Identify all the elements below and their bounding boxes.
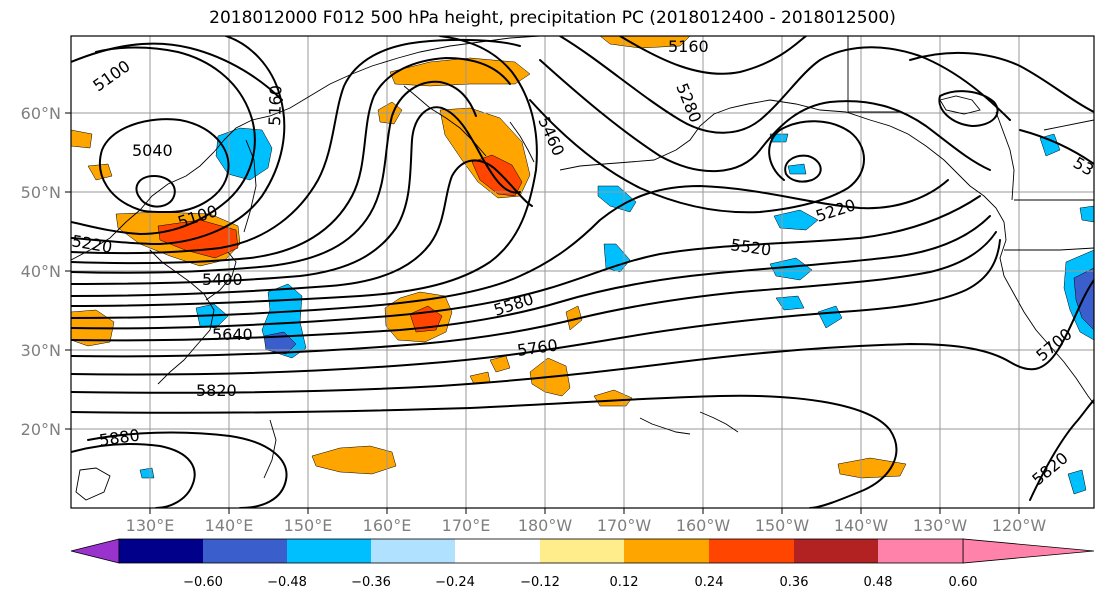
height-contour [71, 36, 286, 245]
colorbar-segment [119, 539, 203, 563]
colorbar-extend-low [70, 538, 120, 564]
height-contour [71, 159, 533, 297]
contour-label: 5040 [132, 141, 173, 160]
precip-area [71, 129, 93, 149]
lat-label: 60°N [21, 104, 61, 123]
height-contour [784, 154, 822, 183]
colorbar-segment [540, 539, 624, 563]
colorbar-extend-high [962, 538, 1095, 564]
lon-label: 140°W [834, 516, 889, 535]
colorbar-segment [203, 539, 287, 563]
height-contour [1029, 399, 1094, 501]
colorbar-segment [624, 539, 709, 563]
latitude-axis: 60°N 50°N 40°N 30°N 20°N [21, 104, 71, 439]
precip-area [139, 467, 155, 479]
height-contours [71, 36, 1094, 508]
colorbar-segment [371, 539, 455, 563]
height-contour [135, 175, 176, 208]
map-frame [70, 35, 1095, 509]
height-contour [71, 279, 1094, 394]
height-contour [71, 80, 477, 274]
lat-label: 50°N [21, 183, 61, 202]
lon-label: 160°W [676, 516, 731, 535]
height-contour [559, 36, 1011, 134]
colorbar-tick-label: 0.12 [610, 575, 639, 590]
precip-area [489, 355, 511, 373]
map-title: 2018012000 F012 500 hPa height, precipit… [209, 8, 896, 28]
precip-area [389, 57, 531, 87]
height-contour [909, 51, 1094, 113]
precip-area [787, 163, 807, 175]
height-contour [71, 46, 256, 235]
contour-label: 5400 [202, 270, 243, 289]
colorbar-segment [455, 539, 540, 563]
lon-label: 170°E [442, 516, 491, 535]
precip-area [1067, 469, 1087, 495]
longitude-axis: 130°E 140°E 150°E 160°E 170°E 180°W 170°… [126, 508, 1047, 535]
contour-label: 5640 [212, 325, 253, 344]
colorbar-tick-label: 0.24 [695, 575, 724, 590]
height-contour [71, 231, 997, 358]
precip-area [1039, 133, 1061, 157]
precip-area [215, 127, 273, 181]
height-contour [539, 59, 991, 173]
lat-label: 40°N [21, 262, 61, 281]
height-contour [71, 106, 521, 285]
lon-label: 180°W [518, 516, 573, 535]
height-contour [1019, 129, 1094, 165]
height-contour [71, 179, 949, 319]
colorbar-tick-label: −0.24 [435, 575, 475, 590]
map-panel: 5100 5160 5040 5160 5280 5460 5220 5520 … [71, 36, 1094, 508]
lon-label: 150°E [284, 516, 333, 535]
colorbar-segment [287, 539, 371, 563]
height-contour [87, 431, 288, 508]
lon-label: 120°W [992, 516, 1047, 535]
colorbar: −0.60 −0.48 −0.36 −0.24 −0.12 0.12 0.24 … [70, 538, 1095, 590]
precip-area [565, 305, 583, 331]
lon-label: 130°W [913, 516, 968, 535]
graticule [71, 36, 1094, 508]
precip-area [837, 457, 907, 479]
lon-label: 170°W [597, 516, 652, 535]
precip-area [311, 445, 397, 475]
colorbar-tick-label: −0.60 [183, 575, 223, 590]
colorbar-tick-label: 0.36 [780, 575, 809, 590]
height-contour [71, 57, 511, 265]
colorbar-segment [794, 539, 878, 563]
colorbar-tick-label: −0.36 [351, 575, 391, 590]
height-contour [71, 443, 196, 508]
height-contour [71, 36, 538, 307]
colorbar-tick-label: −0.12 [520, 575, 560, 590]
precip-area [471, 154, 523, 197]
precip-area [773, 209, 819, 231]
lat-label: 30°N [21, 341, 61, 360]
lon-label: 160°E [363, 516, 412, 535]
height-contour [529, 99, 865, 214]
height-contour [71, 195, 981, 330]
precip-area [1079, 205, 1094, 223]
colorbar-tick-label: 0.48 [864, 575, 893, 590]
height-contour [619, 36, 807, 75]
height-contour [71, 38, 521, 255]
precip-area [775, 295, 805, 311]
contour-label: 5160 [668, 37, 709, 56]
colorbar-segment [878, 539, 963, 563]
colorbar-tick-label: −0.48 [267, 575, 307, 590]
precip-area [599, 36, 691, 49]
height-contour [71, 215, 991, 342]
lon-label: 150°W [755, 516, 810, 535]
colorbar-tick-label: 0.60 [949, 575, 978, 590]
height-contour [99, 118, 230, 213]
height-contour [71, 394, 898, 508]
lon-label: 130°E [126, 516, 175, 535]
height-contour [71, 239, 1001, 376]
colorbar-segment [709, 539, 794, 563]
contour-label: 5820 [196, 381, 237, 400]
lat-label: 20°N [21, 420, 61, 439]
contour-label: 5160 [265, 85, 285, 126]
precip-area [769, 257, 813, 281]
lon-label: 140°E [205, 516, 254, 535]
height-contour [938, 90, 999, 127]
